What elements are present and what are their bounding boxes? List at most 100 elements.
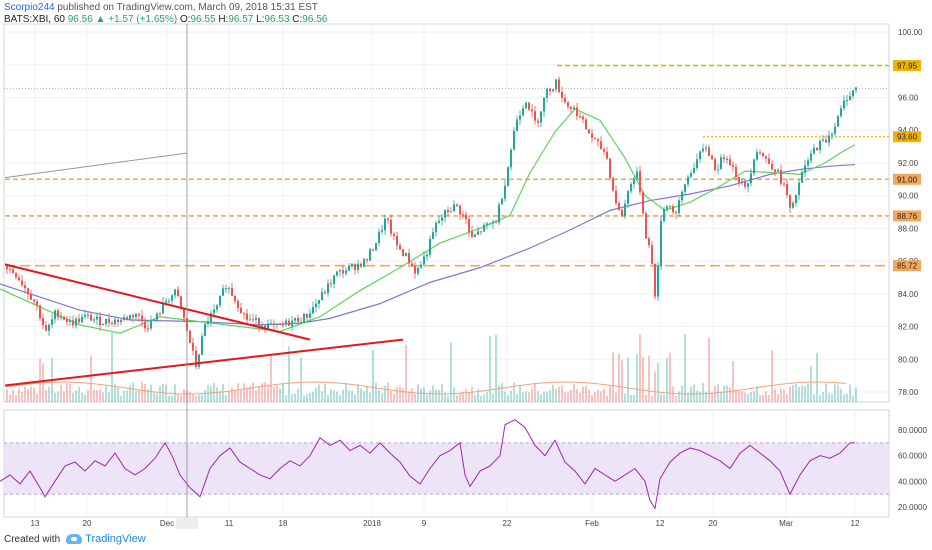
candle-body <box>705 147 707 149</box>
author-link[interactable]: Scorpio244 <box>4 2 55 13</box>
volume-bar <box>630 394 632 402</box>
candle-body <box>141 315 143 322</box>
candle-body <box>51 319 53 325</box>
candle-body <box>57 310 59 318</box>
volume-bar <box>126 390 128 402</box>
volume-bar <box>405 344 407 402</box>
candle-body <box>594 137 596 140</box>
volume-bar <box>726 385 728 402</box>
volume-bar <box>513 382 515 402</box>
candle-body <box>441 217 443 221</box>
level-label-bg <box>893 173 921 185</box>
candle-body <box>690 173 692 177</box>
candle-body <box>516 119 518 131</box>
candle-body <box>174 289 176 296</box>
candle-body <box>246 313 248 320</box>
volume-bar <box>663 394 665 402</box>
volume-bar <box>357 384 359 402</box>
candle-body <box>462 214 464 216</box>
candle-body <box>570 106 572 109</box>
volume-bar <box>504 391 506 402</box>
candle-body <box>351 263 353 266</box>
candle-body <box>282 324 284 326</box>
candle-body <box>708 147 710 156</box>
volume-bar <box>138 389 140 402</box>
candle-body <box>225 288 227 290</box>
volume-bar <box>264 382 266 402</box>
candle-body <box>285 320 287 325</box>
volume-bar <box>345 383 347 402</box>
grey-trendline[interactable] <box>4 152 188 179</box>
volume-bar <box>159 386 161 402</box>
candle-body <box>855 87 857 91</box>
rsi-pane[interactable] <box>0 409 890 518</box>
candle-body <box>780 169 782 184</box>
volume-bar <box>315 387 317 402</box>
price-axis-tick: 96.00 <box>898 93 919 102</box>
time-axis-tick: 18 <box>279 519 288 528</box>
volume-bar <box>201 394 203 402</box>
candle-body <box>528 102 530 110</box>
volume-bar <box>606 395 608 402</box>
candle-body <box>660 220 662 267</box>
lower-wedge-trendline[interactable] <box>4 338 404 387</box>
candle-body <box>54 310 56 320</box>
candle-body <box>219 295 221 306</box>
candle-body <box>180 296 182 309</box>
candle-body <box>252 319 254 321</box>
volume-bar <box>729 387 731 402</box>
candle-body <box>828 135 830 143</box>
candle-body <box>207 321 209 324</box>
candle-body <box>768 158 770 164</box>
price-pane[interactable] <box>0 23 890 403</box>
volume-bar <box>408 391 410 402</box>
volume-bar <box>363 391 365 402</box>
volume-bar <box>435 389 437 402</box>
candle-body <box>669 206 671 208</box>
candle-body <box>108 318 110 323</box>
candle-body <box>270 323 272 325</box>
candle-body <box>132 315 134 318</box>
volume-bar <box>651 395 653 402</box>
volume-bar <box>9 394 11 402</box>
volume-bar <box>543 391 545 402</box>
volume-bar <box>381 393 383 402</box>
candle-body <box>378 231 380 243</box>
upper-wedge-trendline[interactable] <box>4 263 311 341</box>
volume-bar <box>525 391 527 402</box>
volume-bar <box>546 391 548 402</box>
candle-body <box>564 98 566 103</box>
candle-body <box>789 194 791 208</box>
volume-bar <box>561 385 563 402</box>
candle-body <box>171 295 173 301</box>
candle-body <box>573 107 575 109</box>
volume-bar <box>735 389 737 402</box>
volume-bar <box>48 386 50 402</box>
candle-body <box>33 299 35 302</box>
candle-body <box>39 305 41 319</box>
volume-bar <box>222 383 224 402</box>
candle-body <box>30 294 32 300</box>
candle-body <box>234 295 236 302</box>
candle-body <box>339 270 341 272</box>
candle-body <box>228 287 230 289</box>
candle-body <box>663 208 665 221</box>
volume-bar <box>447 395 449 402</box>
volume-bar <box>429 390 431 402</box>
volume-bar <box>678 391 680 402</box>
candle-body <box>201 336 203 355</box>
candle-body <box>483 224 485 232</box>
candle-body <box>729 159 731 166</box>
volume-bar <box>327 394 329 402</box>
candle-body <box>198 354 200 367</box>
tradingview-logo[interactable]: TradingView <box>66 533 146 545</box>
candle-body <box>804 165 806 173</box>
candle-body <box>357 263 359 270</box>
candle-body <box>666 206 668 209</box>
candle-body <box>426 254 428 257</box>
candle-body <box>750 173 752 184</box>
candle-body <box>69 320 71 322</box>
volume-bar <box>642 357 644 402</box>
volume-bar <box>102 392 104 402</box>
